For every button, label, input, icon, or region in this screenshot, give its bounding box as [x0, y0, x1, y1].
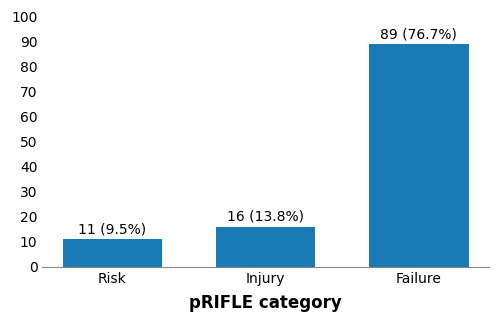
Bar	[216, 227, 316, 267]
Text: 16 (13.8%): 16 (13.8%)	[227, 210, 304, 224]
Bar	[369, 44, 468, 267]
Bar	[62, 239, 162, 267]
Text: 89 (76.7%): 89 (76.7%)	[380, 27, 457, 41]
X-axis label: pRIFLE category: pRIFLE category	[189, 294, 342, 312]
Text: 11 (9.5%): 11 (9.5%)	[78, 222, 146, 236]
